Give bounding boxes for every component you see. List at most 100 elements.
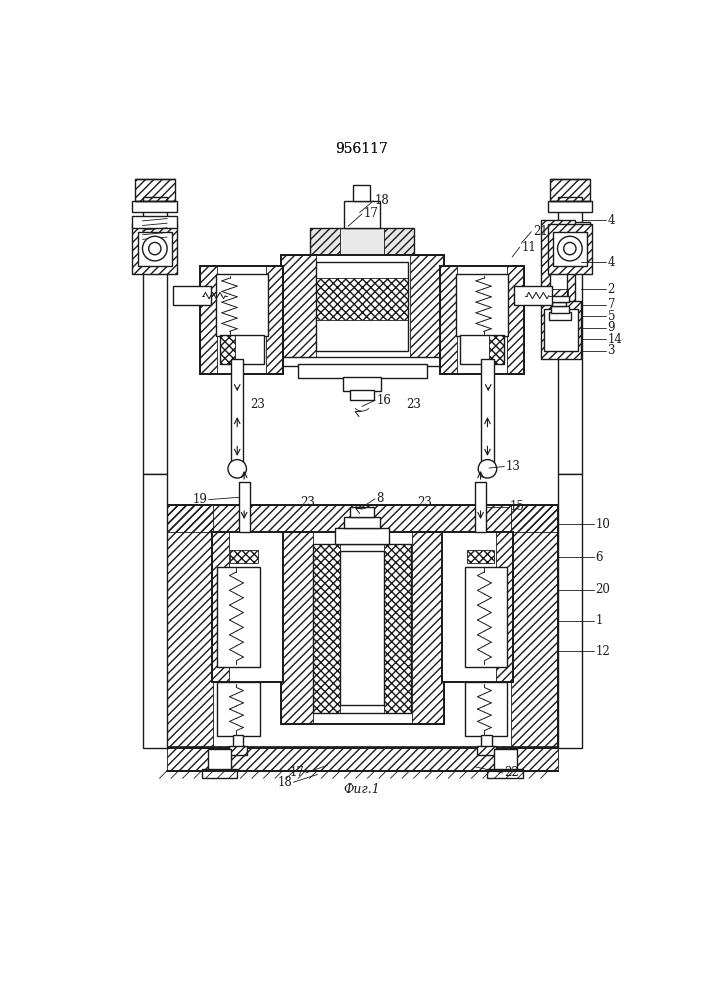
Text: 14: 14	[607, 333, 622, 346]
Bar	[219, 335, 235, 364]
Bar	[351, 507, 373, 517]
Bar	[551, 303, 566, 336]
Bar	[313, 544, 411, 713]
Text: 10: 10	[595, 518, 610, 531]
Bar	[547, 224, 592, 274]
Bar	[335, 528, 389, 544]
Bar	[383, 228, 414, 259]
Bar	[542, 301, 581, 359]
Polygon shape	[474, 536, 487, 564]
Circle shape	[558, 236, 582, 261]
Bar	[132, 224, 177, 274]
Circle shape	[143, 236, 167, 261]
Bar	[216, 274, 268, 336]
Text: 19: 19	[192, 493, 207, 506]
Bar	[298, 364, 428, 378]
Circle shape	[563, 242, 576, 255]
Text: 8: 8	[377, 492, 384, 505]
Bar	[217, 682, 259, 736]
Circle shape	[228, 460, 247, 478]
Text: 17: 17	[289, 766, 304, 779]
Bar	[201, 769, 238, 778]
Bar	[489, 335, 504, 364]
Text: 23: 23	[406, 398, 421, 411]
Text: 22: 22	[504, 766, 519, 779]
Bar	[340, 551, 385, 705]
Bar	[344, 517, 380, 528]
Bar	[212, 532, 229, 682]
Bar	[354, 185, 370, 201]
Bar	[456, 274, 508, 336]
Bar	[507, 266, 524, 374]
Bar	[409, 255, 444, 359]
Bar	[385, 544, 411, 713]
Text: 5: 5	[607, 310, 615, 323]
Text: 9: 9	[607, 321, 615, 334]
Bar	[281, 532, 313, 724]
Text: 4: 4	[607, 256, 615, 269]
Bar	[281, 255, 316, 359]
Bar	[475, 482, 486, 532]
Polygon shape	[484, 364, 493, 386]
Bar	[281, 532, 444, 724]
Bar	[547, 201, 592, 212]
Text: 4: 4	[607, 214, 615, 227]
Text: 13: 13	[506, 460, 521, 473]
Bar	[465, 682, 508, 736]
Text: 20: 20	[595, 583, 610, 596]
Bar	[467, 550, 494, 563]
Bar	[487, 769, 523, 778]
Bar	[267, 266, 284, 374]
Bar	[544, 309, 578, 351]
Bar	[200, 266, 284, 374]
Bar	[230, 550, 258, 563]
Bar	[313, 544, 340, 713]
Circle shape	[478, 460, 497, 478]
Text: 7: 7	[607, 298, 615, 311]
Bar	[552, 303, 563, 320]
Bar	[135, 179, 175, 201]
Bar	[231, 359, 243, 466]
Bar	[481, 359, 493, 466]
Bar	[212, 532, 283, 682]
Text: 2: 2	[607, 283, 615, 296]
Bar	[542, 220, 575, 305]
Text: 18: 18	[375, 194, 390, 207]
Polygon shape	[238, 536, 251, 564]
Bar	[217, 567, 259, 667]
Bar	[143, 197, 167, 474]
Bar	[132, 201, 177, 212]
Bar	[305, 139, 421, 158]
Text: 956117: 956117	[336, 142, 388, 156]
Bar	[132, 216, 177, 228]
Text: 18: 18	[277, 776, 292, 789]
Bar	[316, 278, 408, 320]
Bar	[208, 749, 231, 771]
Bar	[200, 266, 217, 374]
Bar	[551, 306, 569, 312]
Bar	[549, 289, 568, 303]
Text: 23: 23	[300, 496, 315, 509]
Text: 23: 23	[250, 398, 265, 411]
Bar	[477, 746, 496, 755]
Text: 3: 3	[607, 344, 615, 358]
Bar	[167, 746, 558, 771]
Text: 21: 21	[533, 225, 548, 238]
Bar	[553, 232, 587, 266]
Bar	[281, 357, 444, 366]
Text: 12: 12	[595, 645, 610, 658]
Text: 11: 11	[521, 241, 536, 254]
Text: 1: 1	[595, 614, 602, 627]
Bar	[239, 482, 250, 532]
Text: 956117: 956117	[336, 142, 388, 156]
Bar	[167, 505, 214, 748]
Bar	[549, 312, 571, 320]
Bar	[550, 228, 567, 297]
Bar	[138, 232, 172, 266]
Text: 15: 15	[510, 500, 525, 513]
Bar	[493, 749, 517, 771]
Bar	[281, 255, 444, 359]
Bar	[442, 532, 513, 682]
Bar	[233, 735, 243, 748]
Bar	[132, 224, 177, 274]
